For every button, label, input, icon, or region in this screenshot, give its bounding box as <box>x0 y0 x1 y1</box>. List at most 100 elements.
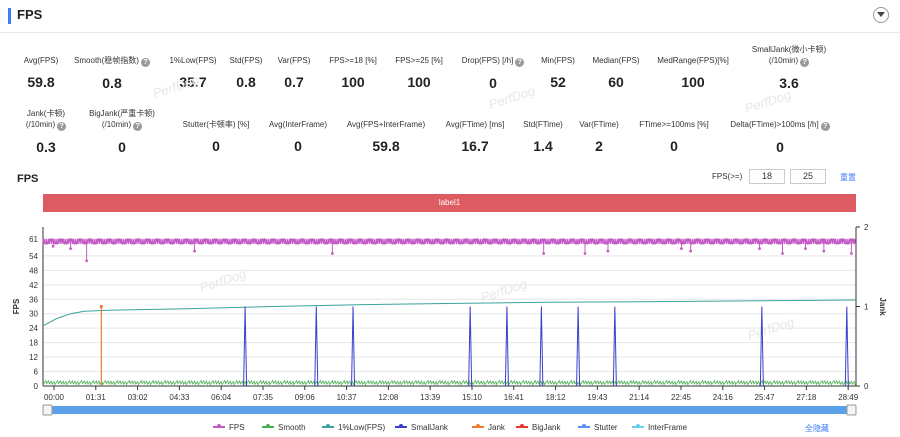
metric-label: Avg(FTime) [ms] <box>445 120 505 129</box>
metric-label: Avg(FPS+InterFrame) <box>346 120 426 129</box>
x-tick-label: 25:47 <box>755 393 776 402</box>
metric-value: 16.7 <box>461 138 489 154</box>
metric-label: Jank(卡顿) <box>26 109 66 118</box>
fps-dip-point <box>804 247 807 251</box>
legend-item[interactable]: FPS <box>213 423 245 432</box>
threshold-label: FPS(>=) <box>712 172 743 181</box>
metric-label: SmallJank(微小卡顿) <box>751 45 827 54</box>
metric-label: Delta(FTime)>100ms [/h]? <box>720 119 840 131</box>
metric-value: 0 <box>212 138 220 154</box>
help-icon[interactable]: ? <box>133 122 143 131</box>
metric-label: Min(FPS) <box>541 56 575 65</box>
metric-5: FPS>=18 [%] 100 <box>293 55 413 90</box>
fps-dip-point <box>51 244 55 248</box>
metric-label: Std(FPS) <box>229 56 263 65</box>
help-icon[interactable]: ? <box>515 58 525 67</box>
x-tick-label: 27:18 <box>796 393 817 402</box>
smalljank-spike <box>314 306 319 387</box>
metric-label: FPS>=18 [%] <box>329 56 377 65</box>
threshold-input-1[interactable]: 18 <box>749 169 785 184</box>
metric-value: 0.7 <box>284 74 304 90</box>
metric-1: Smooth(稳帧指数)? 0.8 <box>52 55 172 91</box>
chevron-down-icon <box>877 12 885 17</box>
x-tick-label: 03:02 <box>128 393 149 402</box>
metric-label: Drop(FPS) [/h]? <box>433 55 553 67</box>
x-tick-label: 01:31 <box>86 393 107 402</box>
metric-value: 0.8 <box>102 75 122 91</box>
reset-link[interactable]: 重置 <box>840 173 856 182</box>
legend-item[interactable]: InterFrame <box>632 423 687 432</box>
metric-2: 1%Low(FPS) 35.7 <box>133 55 253 90</box>
panel-title: FPS <box>17 7 43 22</box>
label-bar[interactable]: label1 <box>43 194 856 212</box>
collapse-button[interactable] <box>873 7 889 23</box>
y2-tick-label: 2 <box>864 223 869 232</box>
help-icon[interactable]: ? <box>140 58 150 67</box>
metric-label: Smooth(稳帧指数)? <box>52 55 172 67</box>
metric-value: 0 <box>670 138 678 154</box>
fps-dip-point <box>822 249 826 253</box>
fps-dip-point <box>69 247 72 251</box>
x-tick-label: 22:45 <box>671 393 692 402</box>
metric-value: 0 <box>294 138 302 154</box>
smalljank-spike <box>759 306 764 387</box>
y-tick-label: 48 <box>29 266 38 275</box>
metric-7: Drop(FPS) [/h]? 0 <box>433 55 553 91</box>
legend-item[interactable]: SmallJank <box>395 423 448 432</box>
help-icon[interactable]: ? <box>820 122 830 131</box>
metric-value: 0 <box>776 139 784 155</box>
help-icon[interactable]: ? <box>800 58 810 67</box>
zoom-handle-right[interactable] <box>846 404 857 416</box>
fps-dip-point <box>758 247 761 251</box>
y-tick-label: 0 <box>34 382 39 391</box>
metric-15: Avg(InterFrame) 0 <box>238 119 358 154</box>
metric-label: Median(FPS) <box>592 56 640 65</box>
legend-item[interactable]: Jank <box>472 423 505 432</box>
help-icon[interactable]: ? <box>57 122 67 131</box>
metric-label: Var(FTime) <box>579 120 619 129</box>
x-tick-label: 04:33 <box>169 393 190 402</box>
metric-value: 3.6 <box>779 75 799 91</box>
legend-item[interactable]: BigJank <box>516 423 560 432</box>
threshold-input-2[interactable]: 25 <box>790 169 826 184</box>
metric-value: 1.4 <box>533 138 553 154</box>
y2-axis-title: Jank <box>878 297 887 316</box>
jank-point <box>99 304 103 309</box>
metric-label-unit: (/10min)? <box>729 55 849 67</box>
legend-label: FPS <box>229 423 245 432</box>
metric-value: 100 <box>341 74 365 90</box>
y-tick-label: 42 <box>29 281 38 290</box>
zoom-slider-track[interactable] <box>46 406 853 414</box>
legend-label: Stutter <box>594 423 618 432</box>
metric-value: 59.8 <box>372 138 400 154</box>
metric-label: BigJank(严重卡顿) <box>89 109 155 118</box>
metric-label: Stutter(卡顿率) [%] <box>182 120 250 129</box>
fps-dip-point <box>689 249 693 253</box>
legend-swatch-icon <box>213 424 225 428</box>
series-1pct-low <box>42 299 857 327</box>
title-accent-bar <box>8 8 11 24</box>
legend-item[interactable]: 1%Low(FPS) <box>322 423 385 432</box>
legend-item[interactable]: Smooth <box>262 423 306 432</box>
metric-8: Min(FPS) 52 <box>498 55 618 90</box>
metric-19: Var(FTime) 2 <box>539 119 659 154</box>
smalljank-spike <box>576 306 581 387</box>
metric-6: FPS>=25 [%] 100 <box>359 55 479 90</box>
x-tick-label: 06:04 <box>211 393 232 402</box>
x-tick-label: 13:39 <box>420 393 441 402</box>
metric-4: Var(FPS) 0.7 <box>234 55 354 90</box>
fps-dip-point <box>85 259 89 263</box>
fps-dip-point <box>542 252 546 255</box>
metric-value: 100 <box>681 74 705 90</box>
metric-value: 52 <box>550 74 566 90</box>
hide-all-link[interactable]: 全隐藏 <box>805 424 829 433</box>
fps-dip-point <box>606 249 610 253</box>
metric-value: 0.3 <box>36 139 56 155</box>
legend-item[interactable]: Stutter <box>578 423 618 432</box>
metric-value: 2 <box>595 138 603 154</box>
metric-12: Jank(卡顿) (/10min)? 0.3 <box>0 108 106 155</box>
y-tick-label: 6 <box>34 368 39 377</box>
metric-18: Std(FTime) 1.4 <box>483 119 603 154</box>
zoom-handle-left[interactable] <box>42 404 53 416</box>
